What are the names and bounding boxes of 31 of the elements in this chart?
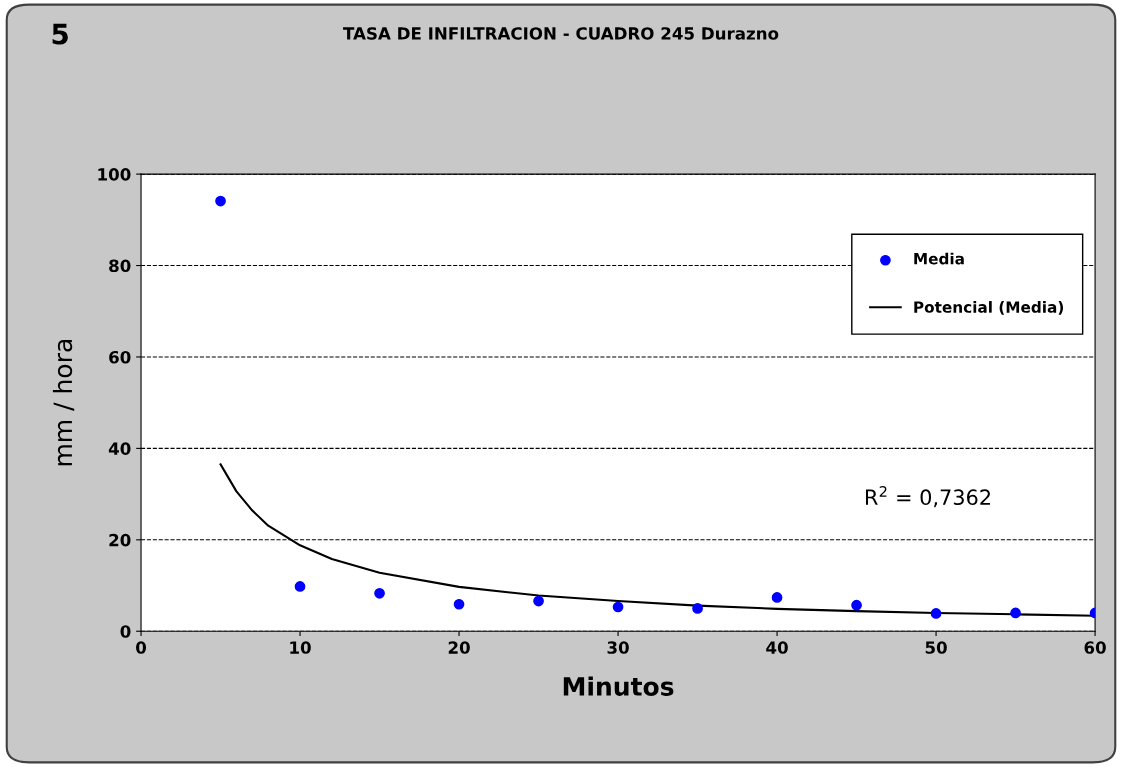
x-tick-label: 60 [1084, 641, 1106, 654]
point [1010, 607, 1021, 619]
y-tick-label: 60 [109, 350, 131, 364]
y-axis-title: mm / hora [52, 340, 75, 466]
point [692, 603, 703, 614]
x-tick-label: 30 [607, 641, 629, 654]
chart-title: TASA DE INFILTRACION - CUADRO 245 Durazno [343, 27, 779, 40]
point [771, 592, 783, 603]
x-axis-title: Minutos [563, 676, 674, 696]
point [612, 601, 624, 613]
x-tick-label: 20 [448, 641, 470, 654]
y-tick-label: 20 [109, 533, 131, 547]
point [374, 587, 385, 599]
y-tick-label: 80 [109, 259, 131, 273]
x-tick-label: 10 [290, 641, 311, 654]
point [453, 598, 465, 610]
point [294, 581, 306, 592]
legend-label: Potencial (Media) [914, 301, 1064, 315]
point [533, 595, 544, 607]
text: 5 [52, 23, 68, 45]
annotation: R$^{2}$ = 0,7362 [865, 485, 990, 508]
y-tick-label: 40 [108, 442, 131, 455]
y-tick-label: 100 [98, 168, 131, 181]
x-tick-label: 40 [766, 641, 788, 654]
point [215, 195, 226, 207]
legend-label: Media [914, 252, 964, 265]
x-tick-label: 50 [925, 641, 947, 654]
x-tick-label: 0 [136, 641, 147, 654]
point [851, 599, 862, 611]
point [930, 608, 942, 619]
y-tick-label: 0 [120, 625, 131, 638]
